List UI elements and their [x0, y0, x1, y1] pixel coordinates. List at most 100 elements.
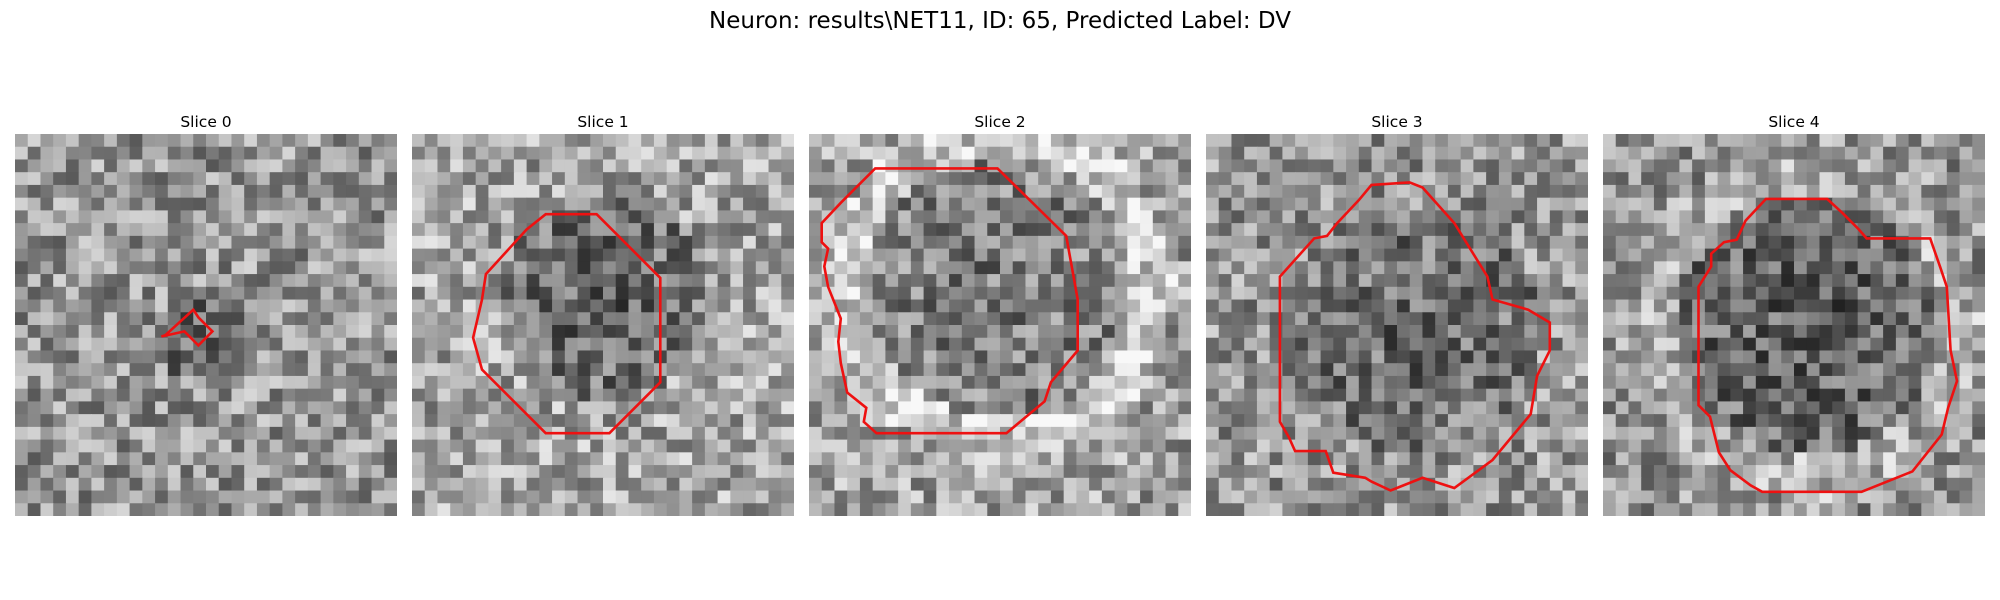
- image-pixel: [358, 134, 373, 148]
- image-pixel: [1666, 261, 1680, 275]
- image-pixel: [333, 337, 347, 352]
- image-pixel: [412, 146, 426, 161]
- image-pixel: [1628, 490, 1642, 504]
- image-pixel: [859, 388, 874, 402]
- image-pixel: [91, 375, 105, 390]
- image-pixel: [847, 261, 861, 275]
- image-pixel: [949, 248, 963, 262]
- image-pixel: [590, 197, 604, 211]
- image-pixel: [1857, 134, 1871, 148]
- image-pixel: [269, 325, 283, 339]
- image-pixel: [1717, 223, 1731, 237]
- image-pixel: [768, 426, 782, 441]
- image-pixel: [590, 452, 604, 466]
- image-pixel: [1038, 337, 1052, 352]
- image-pixel: [1870, 414, 1884, 428]
- image-pixel: [1908, 363, 1922, 377]
- image-pixel: [1050, 210, 1065, 224]
- image-pixel: [1537, 477, 1551, 492]
- image-pixel: [142, 299, 156, 313]
- image-pixel: [1025, 223, 1039, 237]
- image-pixel: [1653, 401, 1668, 415]
- image-pixel: [781, 401, 794, 415]
- image-pixel: [1972, 439, 1985, 453]
- image-pixel: [1295, 248, 1309, 262]
- image-pixel: [1025, 414, 1039, 428]
- image-pixel: [384, 414, 397, 428]
- image-pixel: [1972, 197, 1985, 211]
- image-pixel: [1844, 248, 1859, 262]
- image-pixel: [755, 426, 770, 441]
- image-pixel: [1025, 401, 1039, 415]
- image-pixel: [1447, 134, 1462, 148]
- image-pixel: [1832, 299, 1846, 313]
- image-pixel: [1870, 452, 1884, 466]
- image-pixel: [1819, 184, 1833, 199]
- image-pixel: [1000, 363, 1014, 377]
- image-pixel: [730, 184, 744, 199]
- image-pixel: [475, 375, 489, 390]
- image-pixel: [53, 184, 67, 199]
- image-pixel: [333, 439, 347, 453]
- image-pixel: [1114, 325, 1128, 339]
- image-pixel: [1870, 286, 1884, 301]
- image-pixel: [1704, 375, 1719, 390]
- image-pixel: [1819, 299, 1833, 313]
- image-pixel: [1666, 286, 1680, 301]
- image-pixel: [193, 134, 207, 148]
- image-pixel: [1282, 414, 1296, 428]
- image-pixel: [193, 477, 207, 492]
- image-pixel: [1794, 414, 1808, 428]
- image-pixel: [1409, 388, 1424, 402]
- image-pixel: [180, 414, 194, 428]
- image-pixel: [371, 274, 385, 288]
- image-pixel: [1358, 146, 1373, 161]
- image-pixel: [704, 312, 719, 326]
- image-pixel: [424, 235, 439, 250]
- image-pixel: [1524, 223, 1538, 237]
- image-pixel: [1295, 210, 1309, 224]
- image-pixel: [821, 388, 836, 402]
- image-pixel: [1076, 325, 1090, 339]
- image-pixel: [1511, 223, 1525, 237]
- image-pixel: [821, 503, 836, 516]
- image-pixel: [1206, 337, 1220, 352]
- image-pixel: [307, 312, 322, 326]
- image-pixel: [768, 503, 782, 516]
- image-pixel: [424, 465, 439, 479]
- image-pixel: [1231, 388, 1245, 402]
- image-pixel: [1435, 197, 1449, 211]
- image-pixel: [65, 159, 80, 173]
- image-pixel: [1819, 452, 1833, 466]
- image-pixel: [1537, 452, 1551, 466]
- image-pixel: [1794, 223, 1808, 237]
- image-pixel: [1615, 414, 1630, 428]
- image-pixel: [885, 261, 899, 275]
- image-pixel: [577, 375, 591, 390]
- image-pixel: [564, 350, 579, 364]
- image-pixel: [1384, 350, 1398, 364]
- image-pixel: [1934, 146, 1948, 161]
- image-pixel: [1666, 350, 1680, 364]
- image-pixel: [358, 235, 373, 250]
- image-pixel: [1422, 426, 1436, 441]
- image-pixel: [1819, 134, 1833, 148]
- image-pixel: [768, 363, 782, 377]
- image-pixel: [1114, 426, 1128, 441]
- image-pixel: [231, 261, 245, 275]
- image-pixel: [1320, 146, 1334, 161]
- image-pixel: [628, 465, 642, 479]
- image-pixel: [1883, 325, 1897, 339]
- image-pixel: [384, 325, 397, 339]
- image-pixel: [936, 388, 950, 402]
- image-pixel: [1244, 426, 1258, 441]
- image-pixel: [1755, 159, 1770, 173]
- image-pixel: [755, 490, 770, 504]
- image-pixel: [1641, 452, 1655, 466]
- image-pixel: [78, 299, 92, 313]
- image-pixel: [1819, 426, 1833, 441]
- image-pixel: [717, 210, 731, 224]
- image-pixel: [129, 299, 143, 313]
- image-pixel: [781, 452, 794, 466]
- image-pixel: [1743, 414, 1757, 428]
